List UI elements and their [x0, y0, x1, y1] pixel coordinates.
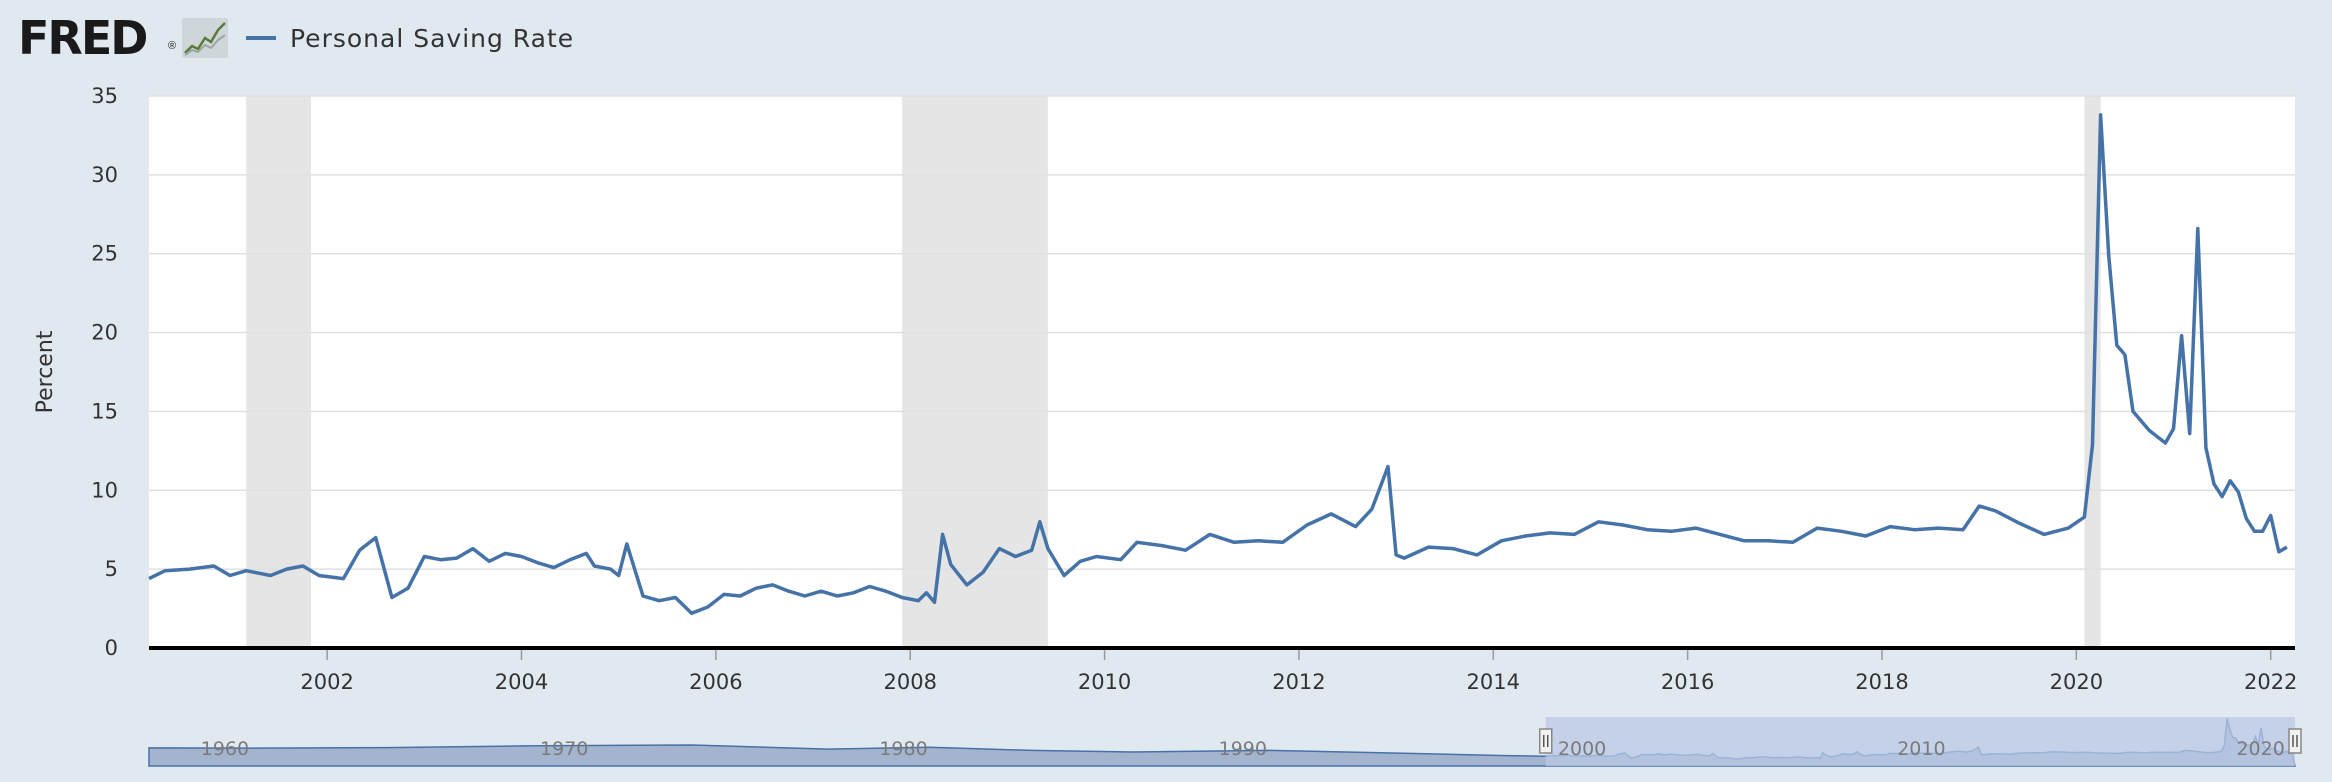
line-graph-icon[interactable] — [182, 18, 228, 58]
y-tick-label: 25 — [91, 242, 118, 266]
series-line — [148, 113, 2288, 616]
x-tick-label: 2022 — [2244, 670, 2297, 694]
fred-logo[interactable]: FRED — [18, 11, 148, 65]
gridlines — [149, 95, 2295, 570]
y-tick-label: 35 — [91, 84, 118, 108]
x-tick-label: 2002 — [300, 670, 353, 694]
x-tick-label: 2018 — [1855, 670, 1908, 694]
navigator-label: 1960 — [201, 738, 249, 760]
y-tick-label: 20 — [91, 321, 118, 345]
registered-mark: ® — [168, 40, 177, 52]
navigator-label: 2000 — [1558, 738, 1606, 760]
chart-legend[interactable]: Personal Saving Rate — [246, 18, 574, 58]
handle-grip — [1538, 728, 1553, 754]
y-tick-label: 15 — [91, 399, 118, 423]
handle-grip — [2288, 728, 2302, 754]
navigator-label: 1970 — [540, 738, 588, 760]
y-axis-ticks: 0 5 10 15 20 25 30 35 — [91, 84, 118, 660]
navigator-selection — [1545, 717, 2295, 766]
navigator-label: 1980 — [879, 738, 927, 760]
y-tick-label: 5 — [105, 557, 118, 581]
navigator-label: 2010 — [1897, 738, 1945, 760]
y-tick-label: 10 — [91, 478, 118, 502]
range-navigator[interactable]: 1960 1970 1980 1990 2000 2010 2020 — [148, 717, 2302, 767]
x-tick-label: 2008 — [883, 670, 936, 694]
x-tick-label: 2006 — [689, 670, 742, 694]
x-tick-label: 2020 — [2050, 670, 2103, 694]
legend-series-label: Personal Saving Rate — [290, 23, 575, 53]
x-tick-label: 2010 — [1078, 670, 1131, 694]
recession-band — [246, 96, 311, 648]
x-tick-label: 2012 — [1272, 670, 1325, 694]
legend-series-swatch — [246, 36, 276, 40]
plot-area — [149, 96, 2295, 648]
y-tick-label: 30 — [91, 163, 118, 187]
navigator-right-handle[interactable] — [2288, 728, 2302, 754]
x-tick-label: 2014 — [1467, 670, 1520, 694]
navigator-label: 2020 — [2236, 738, 2284, 760]
x-tick-label: 2004 — [495, 670, 548, 694]
navigator-left-handle[interactable] — [1538, 728, 1553, 754]
y-tick-label: 0 — [105, 636, 118, 660]
recession-band — [902, 96, 1048, 648]
y-axis-title: Percent — [33, 330, 58, 413]
navigator-label: 1990 — [1219, 738, 1267, 760]
chart-header: FRED ® Personal Saving Rate — [0, 0, 2332, 76]
x-axis-ticks: 2002 2004 2006 2008 2010 2012 2014 2016 2018 2020… — [300, 650, 2297, 694]
series-layer — [148, 113, 2288, 616]
x-tick-label: 2016 — [1661, 670, 1714, 694]
